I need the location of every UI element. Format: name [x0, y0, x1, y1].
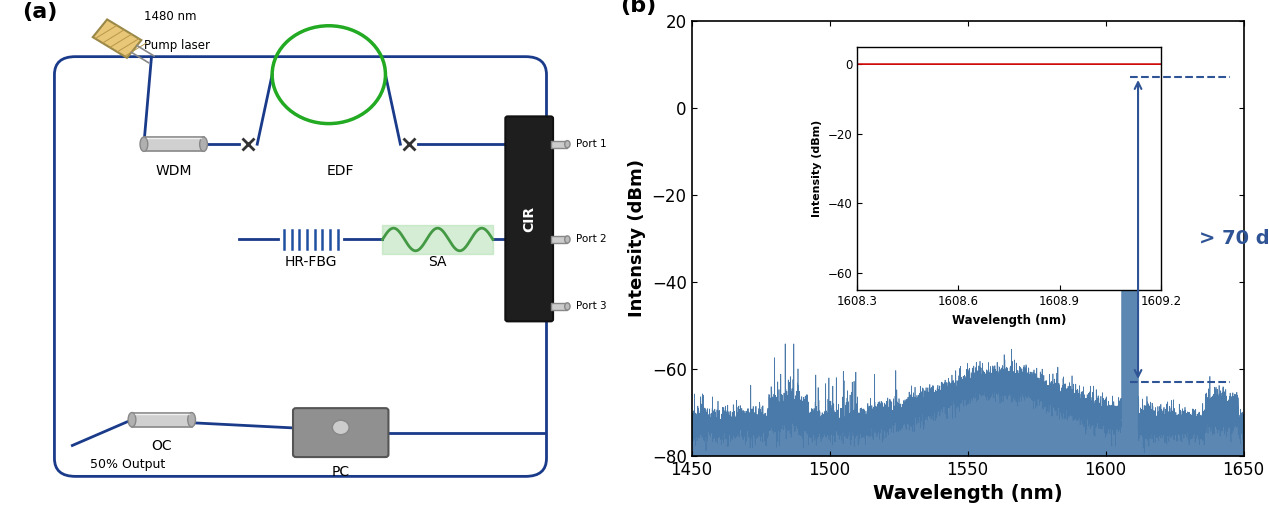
Text: Pump laser: Pump laser	[143, 39, 209, 52]
FancyBboxPatch shape	[293, 408, 388, 457]
Text: CIR: CIR	[523, 206, 537, 232]
Text: HR-FBG: HR-FBG	[284, 255, 338, 269]
Text: WDM: WDM	[156, 164, 192, 178]
Text: SA: SA	[429, 255, 447, 269]
Ellipse shape	[188, 413, 195, 427]
FancyBboxPatch shape	[505, 116, 553, 321]
Text: Port 1: Port 1	[576, 139, 607, 149]
Ellipse shape	[565, 236, 570, 243]
Text: > 70 dB: > 70 dB	[1199, 229, 1269, 248]
Ellipse shape	[199, 137, 207, 151]
Polygon shape	[93, 20, 141, 58]
Text: (a): (a)	[22, 2, 57, 22]
Text: OC: OC	[151, 439, 173, 453]
Ellipse shape	[140, 137, 147, 151]
Bar	[551, 303, 567, 310]
Bar	[551, 141, 567, 148]
Bar	[132, 413, 192, 427]
Text: PC: PC	[331, 465, 350, 478]
Ellipse shape	[565, 141, 570, 148]
Bar	[551, 236, 567, 243]
Bar	[143, 137, 203, 151]
Text: (b): (b)	[619, 0, 656, 16]
Ellipse shape	[128, 413, 136, 427]
Ellipse shape	[565, 303, 570, 310]
Text: 1480 nm: 1480 nm	[143, 10, 197, 23]
Y-axis label: Intensity (dBm): Intensity (dBm)	[628, 159, 646, 317]
Text: EDF: EDF	[327, 164, 354, 178]
X-axis label: Wavelength (nm): Wavelength (nm)	[873, 484, 1062, 503]
Text: Port 2: Port 2	[576, 234, 607, 245]
Text: Port 3: Port 3	[576, 301, 607, 312]
Text: 50% Output: 50% Output	[90, 458, 165, 471]
Circle shape	[332, 420, 349, 435]
